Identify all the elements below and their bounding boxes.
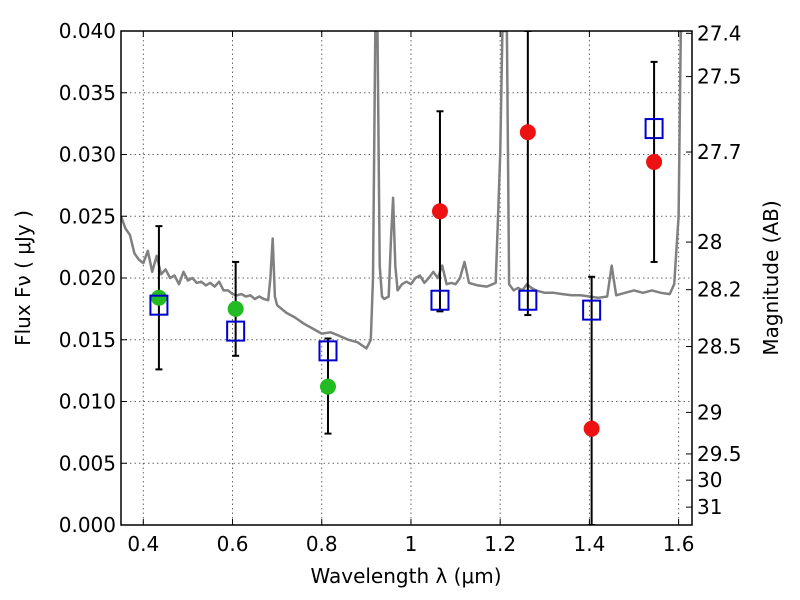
y-axis-title: Flux Fν ( μJy ) [11, 210, 35, 346]
plot-area [121, 31, 684, 525]
x-tick-label: 1.4 [573, 532, 605, 556]
y-tick-label: 0.035 [59, 81, 116, 105]
y-tick-label: 0.000 [59, 513, 116, 537]
mag-tick-label: 28 [697, 230, 722, 254]
mag-tick-label: 27.7 [697, 140, 742, 164]
x-tick-label: 0.8 [306, 532, 338, 556]
mag-tick-label: 28.2 [697, 278, 742, 302]
x-tick-label: 0.4 [127, 532, 159, 556]
data-point-circle [150, 289, 167, 306]
mag-tick-label: 27.5 [697, 65, 742, 89]
x-tick-label: 1.6 [663, 532, 695, 556]
data-point-square [582, 299, 602, 321]
mag-tick-label: 30 [697, 468, 722, 492]
data-point-circle [583, 420, 600, 437]
y-tick-label: 0.005 [59, 451, 116, 475]
y-tick-label: 0.025 [59, 204, 116, 228]
mag-tick-label: 29.5 [697, 442, 742, 466]
grid-lines [121, 31, 692, 525]
mag-tick-label: 27.4 [697, 21, 742, 45]
data-point-circle [227, 300, 244, 317]
y2-axis-title: Magnitude (AB) [759, 200, 783, 355]
data-point-circle [431, 203, 448, 220]
x-tick-label: 0.6 [217, 532, 249, 556]
x-tick-label: 1.2 [484, 532, 516, 556]
data-point-square [430, 289, 450, 311]
data-point-square [318, 340, 338, 362]
y-tick-label: 0.015 [59, 328, 116, 352]
y-tick-label: 0.010 [59, 390, 116, 414]
mag-tick-label: 29 [697, 400, 722, 424]
y-tick-label: 0.020 [59, 266, 116, 290]
mag-tick-label: 31 [697, 495, 722, 519]
data-point-square [644, 118, 664, 140]
data-point-square [226, 320, 246, 342]
axes: 0.4 0.6 0.8 1 1.2 1.4 1.6 0.000 0.005 0.010 0.015 0… [59, 19, 742, 556]
y-tick-label: 0.040 [59, 19, 116, 43]
mag-tick-label: 28.5 [697, 334, 742, 358]
y-tick-label: 0.030 [59, 143, 116, 167]
x-tick-label: 1 [405, 532, 418, 556]
data-point-square [149, 294, 169, 316]
spectrum-line [121, 31, 684, 350]
data-point-square [518, 289, 538, 311]
data-point-circle [319, 378, 336, 395]
x-axis-title: Wavelength λ (μm) [310, 564, 501, 588]
data-point-circle [646, 153, 663, 170]
data-point-circle [519, 124, 536, 141]
